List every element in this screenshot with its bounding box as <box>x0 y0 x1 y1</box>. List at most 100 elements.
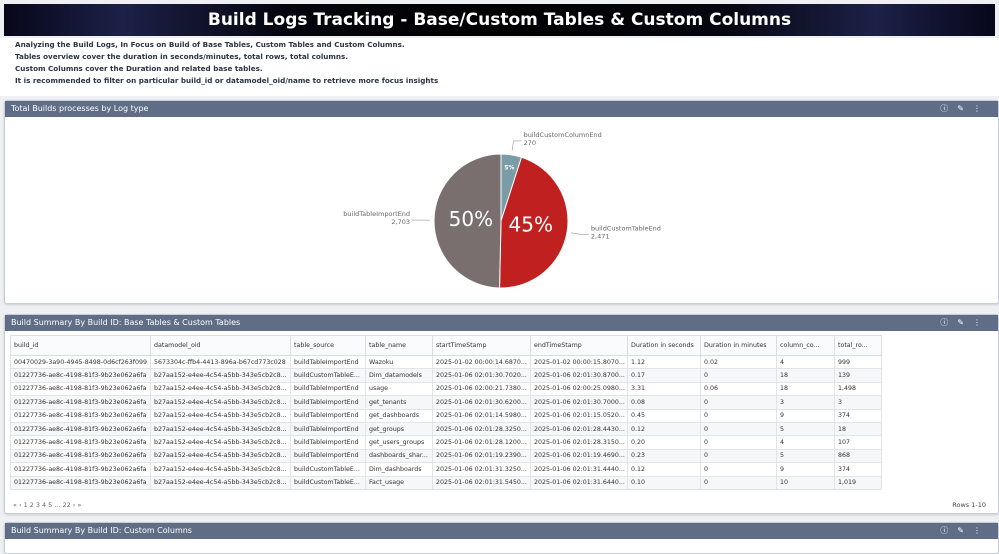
widget-title: Build Summary By Build ID: Custom Column… <box>11 526 192 535</box>
table-cell: 01227736-ae8c-4198-81f3-9b23e062a6fa <box>11 409 151 422</box>
table-cell: b27aa152-e4ee-4c54-a5bb-343e5cb2c8... <box>151 463 291 476</box>
table-cell: b27aa152-e4ee-4c54-a5bb-343e5cb2c8... <box>151 476 291 489</box>
column-header[interactable]: datamodel_oid <box>151 336 291 356</box>
table-cell: 1,498 <box>835 382 882 395</box>
table-cell: 374 <box>835 463 882 476</box>
table-cell: buildTableImportEnd <box>291 356 366 369</box>
table-cell: 1,019 <box>835 476 882 489</box>
table-cell: 01227736-ae8c-4198-81f3-9b23e062a6fa <box>11 436 151 449</box>
table-cell: buildTableImportEnd <box>291 436 366 449</box>
table-cell: 0.10 <box>628 476 701 489</box>
table-cell: 0 <box>701 409 777 422</box>
table-cell: 2025-01-06 02:01:28.3250... <box>433 422 531 435</box>
table-cell: buildCustomTableE... <box>291 463 366 476</box>
table-cell: 2025-01-06 02:01:15.0520... <box>531 409 628 422</box>
slice-name: buildTableImportEnd <box>343 210 410 218</box>
widget-title: Total Builds processes by Log type <box>11 104 148 113</box>
page-link[interactable]: » <box>77 501 81 509</box>
page-link[interactable]: 22 <box>63 501 71 509</box>
table-cell: 2025-01-06 02:01:30.7020... <box>433 369 531 382</box>
table-cell: buildTableImportEnd <box>291 422 366 435</box>
rows-info: Rows 1-10 <box>952 501 986 509</box>
page-link[interactable]: ‹ <box>19 501 22 509</box>
table-cell: b27aa152-e4ee-4c54-a5bb-343e5cb2c8... <box>151 382 291 395</box>
table-widget: Build Summary By Build ID: Base Tables &… <box>4 314 999 514</box>
widget-icons[interactable]: ⓘ✎⋮ <box>940 315 990 331</box>
table-cell: 2025-01-02 00:00:15.8070... <box>531 356 628 369</box>
widget-header: Build Summary By Build ID: Base Tables &… <box>5 315 998 331</box>
page-link[interactable]: 1 <box>24 501 28 509</box>
widget-header: Total Builds processes by Log type ⓘ✎⋮ <box>5 101 998 117</box>
table-cell: b27aa152-e4ee-4c54-a5bb-343e5cb2c8... <box>151 369 291 382</box>
table-cell: 0 <box>701 449 777 462</box>
page-title: Build Logs Tracking - Base/Custom Tables… <box>208 10 791 30</box>
slice-value: 2,703 <box>391 218 410 226</box>
table-cell: Wazoku <box>366 356 433 369</box>
slice-percent: 45% <box>509 213 553 237</box>
table-cell: 2025-01-06 02:00:21.7380... <box>433 382 531 395</box>
column-header[interactable]: column_co... <box>777 336 835 356</box>
column-header[interactable]: table_name <box>366 336 433 356</box>
page-link[interactable]: « <box>13 501 17 509</box>
column-header[interactable]: table_source <box>291 336 366 356</box>
table-cell: 2025-01-06 02:01:28.3150... <box>531 436 628 449</box>
table-cell: 9 <box>777 463 835 476</box>
column-header[interactable]: build_id <box>11 336 151 356</box>
table-cell: Dim_datamodels <box>366 369 433 382</box>
leader-line <box>512 141 522 151</box>
widget-icons[interactable]: ⓘ✎⋮ <box>940 101 990 117</box>
table-cell: 2025-01-06 02:00:25.0980... <box>531 382 628 395</box>
table-cell: 0.45 <box>628 409 701 422</box>
table-cell: buildTableImportEnd <box>291 409 366 422</box>
page-link[interactable]: 5 <box>48 501 52 509</box>
slice-percent: 5% <box>504 165 514 172</box>
page-link[interactable]: › <box>73 501 76 509</box>
slice-value: 270 <box>524 139 536 147</box>
table-cell: 01227736-ae8c-4198-81f3-9b23e062a6fa <box>11 369 151 382</box>
description-line: Analyzing the Build Logs, In Focus on Bu… <box>15 40 405 49</box>
column-header[interactable]: startTimeStamp <box>433 336 531 356</box>
table-cell: 4 <box>777 436 835 449</box>
table-cell: 2025-01-06 02:01:30.6200... <box>433 396 531 409</box>
column-header[interactable]: total_ro... <box>835 336 882 356</box>
table-cell: 4 <box>777 356 835 369</box>
page-link[interactable]: 2 <box>30 501 34 509</box>
table-cell: b27aa152-e4ee-4c54-a5bb-343e5cb2c8... <box>151 449 291 462</box>
pie-chart: 5%buildCustomColumnEnd27045%buildCustomT… <box>5 118 998 302</box>
table-cell: buildCustomTableE... <box>291 369 366 382</box>
table-cell: 107 <box>835 436 882 449</box>
column-header[interactable]: Duration in minutes <box>701 336 777 356</box>
table-cell: 0 <box>701 396 777 409</box>
banner: Build Logs Tracking - Base/Custom Tables… <box>4 4 995 36</box>
slice-name: buildCustomColumnEnd <box>524 131 602 139</box>
column-header[interactable]: Duration in seconds <box>628 336 701 356</box>
table-cell: 18 <box>777 382 835 395</box>
table-cell: 9 <box>777 409 835 422</box>
table-cell: 18 <box>835 422 882 435</box>
table-cell: 01227736-ae8c-4198-81f3-9b23e062a6fa <box>11 463 151 476</box>
columns-widget: Build Summary By Build ID: Custom Column… <box>4 522 999 554</box>
column-header[interactable]: endTimeStamp <box>531 336 628 356</box>
table-cell: 18 <box>777 369 835 382</box>
widget-icons[interactable]: ⓘ✎⋮ <box>940 523 990 539</box>
page-link[interactable]: 4 <box>42 501 46 509</box>
table-cell: 2025-01-02 00:00:14.6870... <box>433 356 531 369</box>
page-link[interactable]: ... <box>54 501 60 509</box>
table-cell: 139 <box>835 369 882 382</box>
description-line: It is recommended to filter on particula… <box>15 76 438 85</box>
table-cell: 00470029-3a90-4945-8498-0d6cf263f099 <box>11 356 151 369</box>
page-link[interactable]: 3 <box>36 501 40 509</box>
table-cell: 01227736-ae8c-4198-81f3-9b23e062a6fa <box>11 449 151 462</box>
slice-percent: 50% <box>449 207 493 231</box>
description-panel: Analyzing the Build Logs, In Focus on Bu… <box>0 38 999 96</box>
table-cell: 0.20 <box>628 436 701 449</box>
table-cell: b27aa152-e4ee-4c54-a5bb-343e5cb2c8... <box>151 409 291 422</box>
table-cell: 2025-01-06 02:01:31.6440... <box>531 476 628 489</box>
table-cell: get_tenants <box>366 396 433 409</box>
table-cell: 0.08 <box>628 396 701 409</box>
